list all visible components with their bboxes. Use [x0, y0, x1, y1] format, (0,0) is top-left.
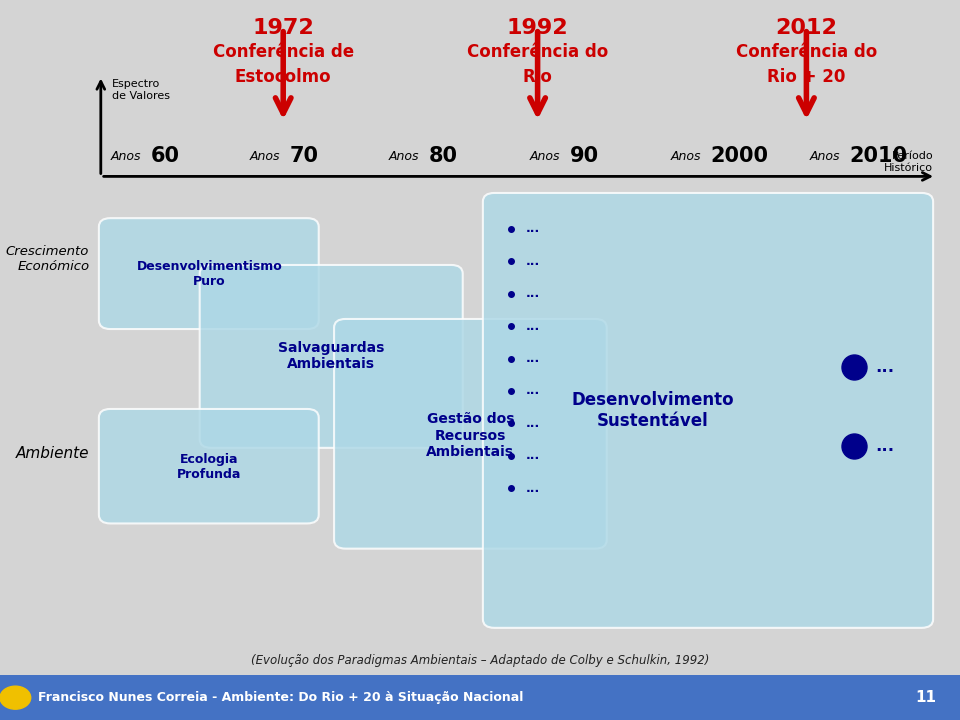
Text: ...: ... [526, 287, 540, 300]
Text: Período
Histórico: Período Histórico [884, 151, 933, 173]
Text: Anos: Anos [530, 150, 561, 163]
Text: Estocolmo: Estocolmo [235, 68, 331, 86]
Bar [0, 675, 960, 720]
Text: Desenvolvimento
Sustentável: Desenvolvimento Sustentável [571, 391, 734, 430]
Text: Rio + 20: Rio + 20 [767, 68, 846, 86]
Text: ...: ... [526, 255, 540, 268]
Text: ...: ... [526, 417, 540, 430]
FancyBboxPatch shape [99, 218, 319, 329]
Text: Espectro
de Valores: Espectro de Valores [112, 79, 170, 101]
Text: 60: 60 [151, 146, 180, 166]
Circle shape [0, 686, 31, 709]
Text: ...: ... [876, 437, 895, 455]
Text: Ambiente: Ambiente [15, 446, 89, 461]
Text: 1992: 1992 [507, 18, 568, 38]
Text: Conferência do: Conferência do [467, 43, 609, 61]
Text: (Evolução dos Paradigmas Ambientais – Adaptado de Colby e Schulkin, 1992): (Evolução dos Paradigmas Ambientais – Ad… [251, 654, 709, 667]
Text: ...: ... [526, 352, 540, 365]
Text: 11: 11 [915, 690, 936, 705]
Text: Gestão dos
Recursos
Ambientais: Gestão dos Recursos Ambientais [426, 413, 515, 459]
Text: ...: ... [876, 358, 895, 376]
Text: ...: ... [526, 449, 540, 462]
FancyBboxPatch shape [334, 319, 607, 549]
Text: Conferência do: Conferência do [735, 43, 877, 61]
Text: Francisco Nunes Correia - Ambiente: Do Rio + 20 à Situação Nacional: Francisco Nunes Correia - Ambiente: Do R… [38, 691, 524, 704]
Text: Conferência de: Conferência de [212, 43, 354, 61]
Text: Desenvolvimentismo
Puro: Desenvolvimentismo Puro [136, 260, 282, 287]
Text: Ecologia
Profunda: Ecologia Profunda [177, 453, 242, 480]
FancyBboxPatch shape [200, 265, 463, 448]
Text: 2000: 2000 [710, 146, 768, 166]
Text: 2012: 2012 [776, 18, 837, 38]
Text: 90: 90 [570, 146, 599, 166]
Text: 80: 80 [429, 146, 458, 166]
Text: Crescimento
Económico: Crescimento Económico [6, 246, 89, 273]
Text: Rio: Rio [522, 68, 553, 86]
Text: ...: ... [526, 222, 540, 235]
Text: Anos: Anos [250, 150, 280, 163]
Text: ...: ... [526, 320, 540, 333]
FancyBboxPatch shape [99, 409, 319, 523]
Text: Anos: Anos [110, 150, 141, 163]
Text: ...: ... [526, 482, 540, 495]
Text: Anos: Anos [809, 150, 840, 163]
Text: 70: 70 [290, 146, 319, 166]
Text: 1972: 1972 [252, 18, 314, 38]
Text: Anos: Anos [389, 150, 420, 163]
Text: Salvaguardas
Ambientais: Salvaguardas Ambientais [278, 341, 384, 372]
Text: Anos: Anos [670, 150, 701, 163]
Text: 2010: 2010 [850, 146, 907, 166]
FancyBboxPatch shape [483, 193, 933, 628]
Text: ...: ... [526, 384, 540, 397]
